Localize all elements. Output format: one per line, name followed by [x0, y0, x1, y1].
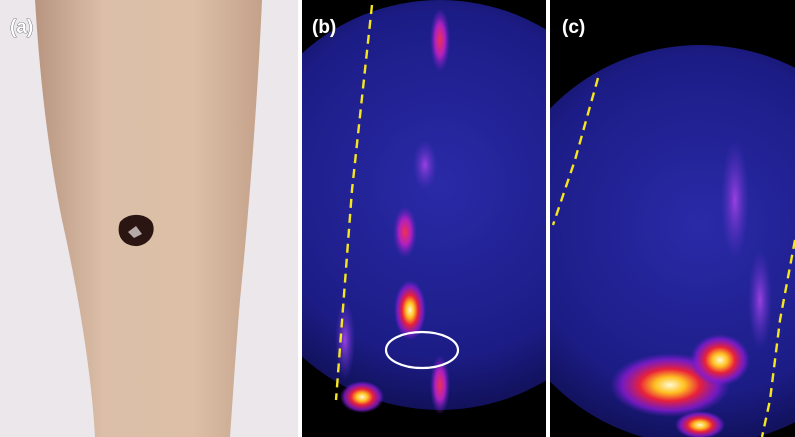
panel-label: (b)	[312, 17, 336, 38]
signal	[340, 381, 384, 413]
signal	[430, 8, 450, 72]
signal	[748, 250, 772, 350]
signal	[393, 206, 417, 258]
page: (a) (b) (c) (() => { const data = JSON.p…	[0, 0, 795, 437]
panel-a	[0, 0, 298, 437]
signal	[721, 140, 749, 260]
figure: (a) (b) (c)	[0, 0, 795, 437]
panel-label: (a)	[10, 17, 33, 38]
signal	[413, 140, 437, 190]
signal	[690, 334, 750, 386]
panel-label: (c)	[562, 17, 585, 38]
